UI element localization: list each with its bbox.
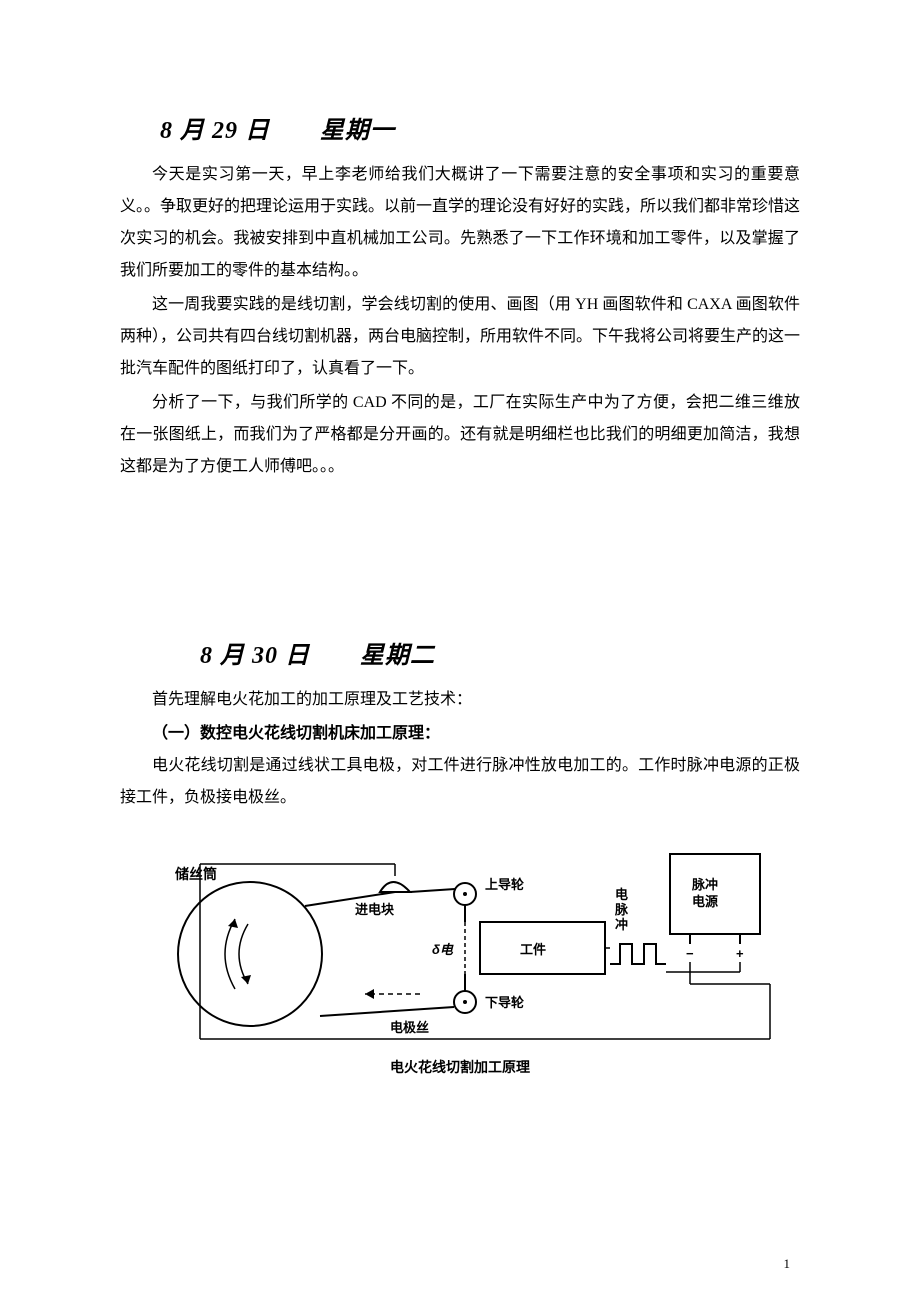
entry1-para-1: 这一周我要实践的是线切割，学会线切割的使用、画图（用 YH 画图软件和 CAXA… (120, 289, 800, 385)
page-number: 1 (784, 1256, 791, 1272)
entry1-para-2: 分析了一下，与我们所学的 CAD 不同的是，工厂在实际生产中为了方便，会把二维三… (120, 387, 800, 483)
entry2-para-0: 首先理解电火花加工的加工原理及工艺技术： (120, 684, 800, 716)
label-upper: 上导轮 (485, 877, 524, 892)
edm-schematic-svg: 储丝筒 进电块 上导轮 下导轮 电极丝 (140, 844, 780, 1044)
label-delta: δ电 (432, 942, 454, 957)
label-src2: 电源 (692, 894, 718, 909)
label-work: 工件 (520, 942, 546, 957)
label-lower: 下导轮 (485, 995, 524, 1010)
entry1-para-0: 今天是实习第一天，早上李老师给我们大概讲了一下需要注意的安全事项和实习的重要意义… (120, 159, 800, 287)
label-pulse-v: 电 脉 冲 (614, 887, 632, 932)
entry2-heading: 8 月 30 日 星期二 (200, 635, 800, 670)
label-minus: − (686, 946, 694, 961)
entry2-para-1: 电火花线切割是通过线状工具电极，对工件进行脉冲性放电加工的。工作时脉冲电源的正极… (120, 750, 800, 814)
label-src1: 脉冲 (691, 877, 718, 892)
label-plus: + (736, 946, 744, 961)
label-wire: 电极丝 (390, 1020, 429, 1035)
diagram-caption: 电火花线切割加工原理 (140, 1057, 780, 1077)
edm-diagram: 储丝筒 进电块 上导轮 下导轮 电极丝 (140, 844, 780, 1077)
label-feed: 进电块 (355, 902, 395, 917)
label-drum: 储丝筒 (174, 866, 217, 882)
page: 8 月 29 日 星期一 今天是实习第一天，早上李老师给我们大概讲了一下需要注意… (0, 0, 920, 1302)
section-gap (120, 485, 800, 635)
entry1-heading: 8 月 29 日 星期一 (160, 110, 800, 145)
entry2-subheading: （一）数控电火花线切割机床加工原理： (120, 718, 800, 750)
